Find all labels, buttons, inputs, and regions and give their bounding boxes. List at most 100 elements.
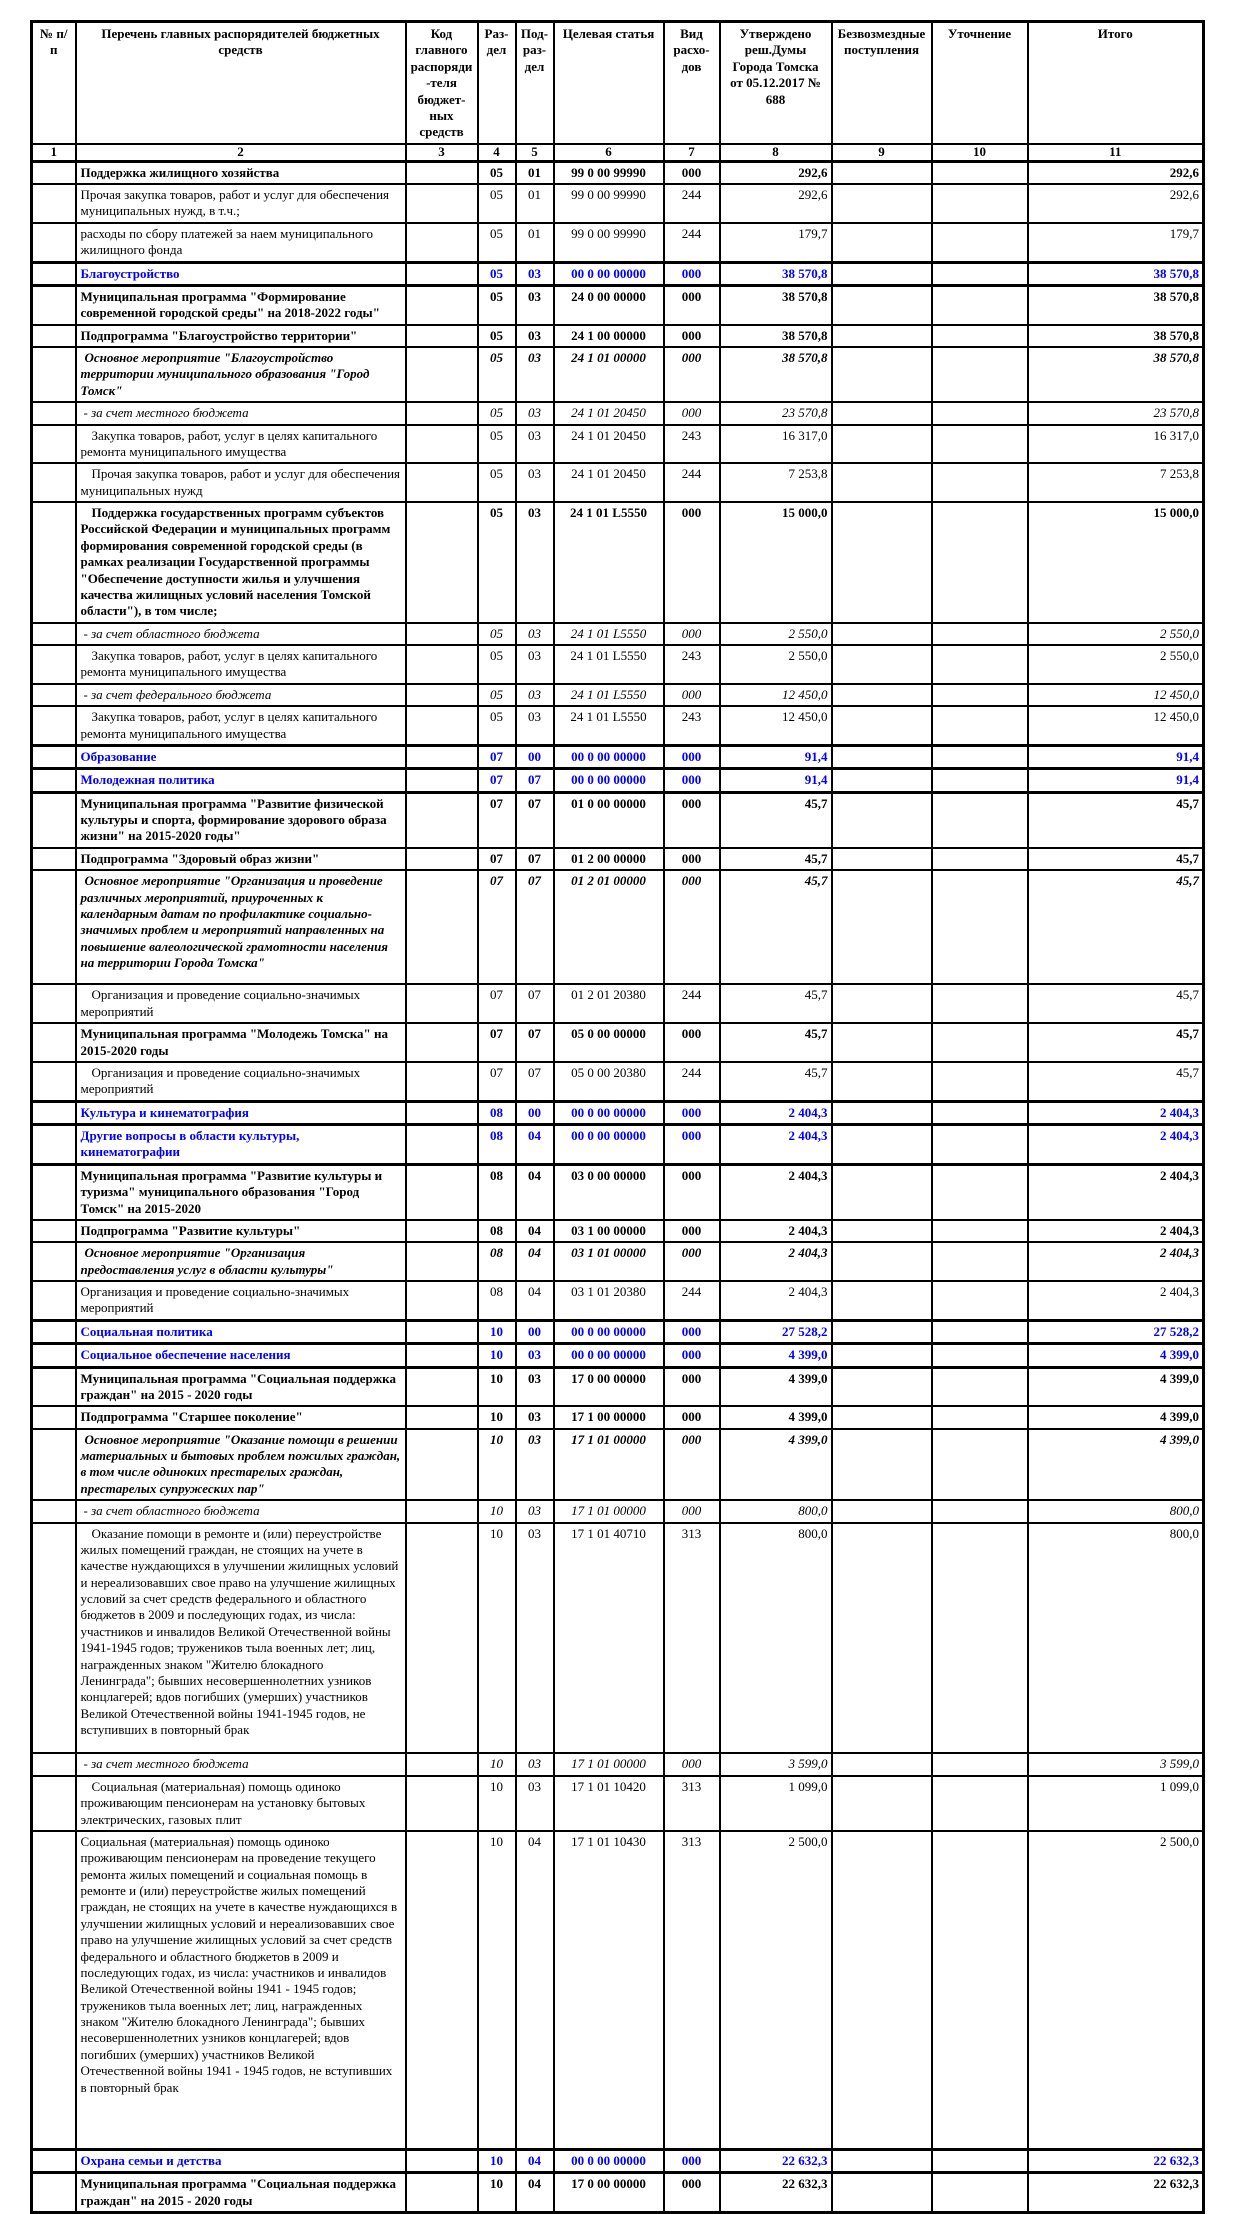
cell-approved: 2 404,3 [718, 1163, 833, 1221]
cell-total: 179,7 [1026, 221, 1205, 264]
cell-target: 01 2 01 00000 [552, 869, 665, 986]
cell-bezv [830, 705, 933, 747]
cell-bezv [830, 1427, 933, 1502]
cell-razdel: 05 [476, 705, 517, 747]
cell-podrazdel: 04 [514, 1829, 555, 2151]
column-header-podrazdel: Под-раз-дел [514, 20, 555, 145]
cell-name: - за счет местного бюджета [74, 1752, 407, 1777]
cell-bezv [830, 1365, 933, 1408]
cell-code [404, 621, 479, 647]
cell-code [404, 644, 479, 685]
cell-code [404, 682, 479, 708]
cell-vid: 000 [662, 621, 721, 647]
cell-bezv [830, 1123, 933, 1166]
cell-podrazdel: 04 [514, 1218, 555, 1244]
cell-name: Прочая закупка товаров, работ и услуг дл… [74, 462, 407, 503]
cell-target: 24 1 01 20450 [552, 423, 665, 465]
cell-num [30, 1060, 77, 1103]
cell-bezv [830, 1405, 933, 1430]
cell-num [30, 1163, 77, 1221]
cell-bezv [830, 2147, 933, 2175]
cell-razdel: 05 [476, 284, 517, 326]
cell-name: Образование [74, 743, 407, 771]
cell-utoch [930, 345, 1029, 404]
cell-vid: 000 [662, 743, 721, 771]
cell-podrazdel: 03 [514, 1365, 555, 1408]
cell-razdel: 07 [476, 791, 517, 849]
cell-name: Муниципальная программа "Социальная подд… [74, 2171, 407, 2214]
cell-name: Подпрограмма "Развитие культуры" [74, 1218, 407, 1244]
cell-vid: 000 [662, 2171, 721, 2214]
cell-vid: 000 [662, 1752, 721, 1777]
cell-name: - за счет областного бюджета [74, 621, 407, 647]
cell-target: 17 1 01 10430 [552, 1829, 665, 2151]
cell-utoch [930, 401, 1029, 426]
cell-razdel: 08 [476, 1218, 517, 1244]
cell-approved: 45,7 [718, 983, 833, 1025]
cell-target: 17 1 01 00000 [552, 1752, 665, 1777]
cell-bezv [830, 1752, 933, 1777]
cell-podrazdel: 04 [514, 1241, 555, 1282]
cell-razdel: 08 [476, 1099, 517, 1127]
cell-approved: 45,7 [718, 869, 833, 986]
cell-bezv [830, 621, 933, 647]
cell-code [404, 423, 479, 465]
cell-target: 00 0 00 00000 [552, 260, 665, 287]
cell-podrazdel: 03 [514, 1521, 555, 1755]
cell-podrazdel: 04 [514, 2171, 555, 2214]
cell-approved: 91,4 [718, 743, 833, 771]
cell-code [404, 2171, 479, 2214]
cell-utoch [930, 705, 1029, 747]
cell-num [30, 1123, 77, 1166]
cell-approved: 4 399,0 [718, 1427, 833, 1502]
cell-name: Социальное обеспечение населения [74, 1342, 407, 1369]
cell-bezv [830, 869, 933, 986]
cell-razdel: 07 [476, 1060, 517, 1103]
cell-code [404, 501, 479, 624]
cell-bezv [830, 345, 933, 404]
cell-name: Основное мероприятие "Оказание помощи в … [74, 1427, 407, 1502]
cell-podrazdel: 04 [514, 1163, 555, 1221]
cell-target: 00 0 00 00000 [552, 1342, 665, 1369]
cell-utoch [930, 2171, 1029, 2214]
cell-approved: 4 399,0 [718, 1342, 833, 1369]
cell-total: 45,7 [1026, 1022, 1205, 1063]
cell-approved: 179,7 [718, 221, 833, 264]
cell-podrazdel: 00 [514, 1099, 555, 1127]
cell-podrazdel: 03 [514, 345, 555, 404]
cell-vid: 000 [662, 323, 721, 349]
cell-razdel: 07 [476, 846, 517, 872]
cell-target: 24 1 01 L5550 [552, 621, 665, 647]
cell-total: 22 632,3 [1026, 2147, 1205, 2175]
cell-target: 05 0 00 20380 [552, 1060, 665, 1103]
cell-total: 16 317,0 [1026, 423, 1205, 465]
cell-num [30, 1405, 77, 1430]
cell-total: 2 404,3 [1026, 1099, 1205, 1127]
cell-vid: 244 [662, 983, 721, 1025]
cell-num [30, 1218, 77, 1244]
cell-code [404, 1342, 479, 1369]
cell-code [404, 983, 479, 1025]
cell-razdel: 10 [476, 2147, 517, 2175]
cell-name: Социальная (материальная) помощь одиноко… [74, 1829, 407, 2151]
cell-name: - за счет областного бюджета [74, 1499, 407, 1524]
cell-vid: 000 [662, 2147, 721, 2175]
cell-total: 12 450,0 [1026, 682, 1205, 708]
cell-razdel: 10 [476, 1318, 517, 1346]
cell-podrazdel: 07 [514, 767, 555, 794]
cell-num [30, 644, 77, 685]
cell-bezv [830, 791, 933, 849]
cell-razdel: 05 [476, 323, 517, 349]
cell-vid: 313 [662, 1774, 721, 1832]
cell-vid: 243 [662, 644, 721, 685]
cell-vid: 000 [662, 1318, 721, 1346]
cell-name: Другие вопросы в области культуры, кинем… [74, 1123, 407, 1166]
cell-target: 03 1 01 00000 [552, 1241, 665, 1282]
cell-name: Подпрограмма "Здоровый образ жизни" [74, 846, 407, 872]
column-number-name: 2 [74, 142, 407, 163]
column-number-bezv: 9 [830, 142, 933, 163]
cell-total: 45,7 [1026, 1060, 1205, 1103]
cell-vid: 244 [662, 462, 721, 503]
cell-code [404, 1060, 479, 1103]
cell-utoch [930, 767, 1029, 794]
